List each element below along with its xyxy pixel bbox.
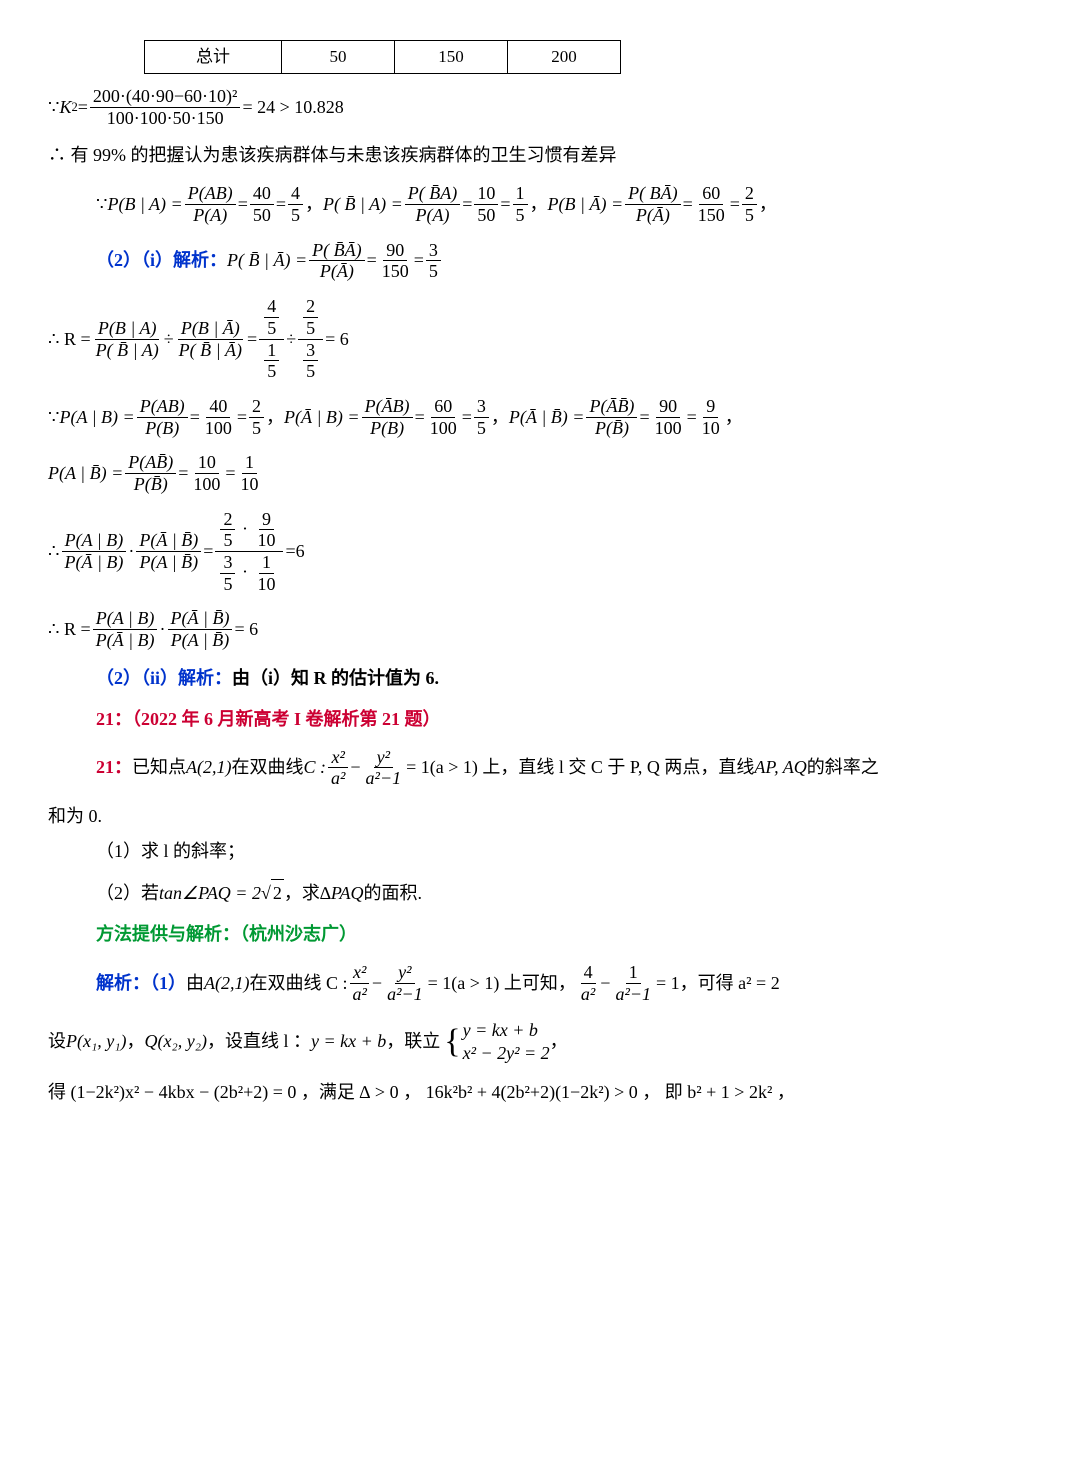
eq-R1: ∴ R = P(B | A)P( B̄ | A) ÷ P(B | Ā)P( B̄… [48, 296, 1032, 382]
sol1: 解析：（1） 由 A(2,1) 在双曲线 C : x²a² − y²a²−1 =… [48, 962, 1032, 1004]
title-21: 21：（2022 年 6 月新高考 I 卷解析第 21 题） [96, 706, 1032, 733]
part2ii-label: （2）（ii）解析： [96, 665, 232, 692]
table-cell: 150 [395, 41, 508, 74]
eq-R2: ∴ R = P(A | B)P(Ā | B) · P(Ā | B̄)P(A | … [48, 608, 1032, 650]
sol2: 设 P(x₁, y₁) ，Q(x₂, y₂) ，设直线 l ： y = kx +… [48, 1019, 1032, 1066]
sol3: 得 (1−2k²)x² − 4kbx − (2b²+2) = 0 ，满足 ∆ >… [48, 1079, 1032, 1106]
table-cell: 总计 [145, 41, 282, 74]
eq-k2: ∵ K2 = 200·(40·90−60·10)²100·100·50·150 … [48, 86, 1032, 128]
part2i-label: （2）（i）解析： [96, 247, 227, 274]
part2ii: （2）（ii）解析： 由（i）知 R 的估计值为 6. [96, 665, 1032, 692]
method-credit: 方法提供与解析：（杭州沙志广） [96, 921, 1032, 948]
part2i: （2）（i）解析： P( B̄ | Ā) = P( B̄Ā)P(Ā) = 901… [96, 240, 1032, 282]
q21-stem: 21： 已知点 A(2,1) 在双曲线 C : x²a² − y²a²−1 = … [48, 747, 1032, 789]
prob-row-2: ∵ P(A | B) = P(AB)P(B) = 40100 = 25 ， P(… [48, 396, 1032, 438]
ratio-2: ∴ P(A | B)P(Ā | B) · P(Ā | B̄)P(A | B̄) … [48, 509, 1032, 595]
prob-row-1: ∵ P(B | A) = P(AB)P(A) = 4050 = 45 ， P( … [96, 183, 1032, 225]
prob-row-3: P(A | B̄) = P(AB̄)P(B̄) = 10100 = 110 [48, 452, 1032, 494]
q21-part2: （2）若 tan∠PAQ = 2√2 ，求 ∆PAQ 的面积. [96, 879, 1032, 907]
q21-stem-2: 和为 0. [48, 803, 1032, 830]
table-cell: 200 [508, 41, 621, 74]
summary-table: 总计 50 150 200 [144, 40, 621, 74]
table-cell: 50 [282, 41, 395, 74]
q21-part1: （1）求 l 的斜率； [96, 838, 1032, 865]
text-99: ∴ 有 99% 的把握认为患该疾病群体与未患该疾病群体的卫生习惯有差异 [48, 142, 1032, 169]
